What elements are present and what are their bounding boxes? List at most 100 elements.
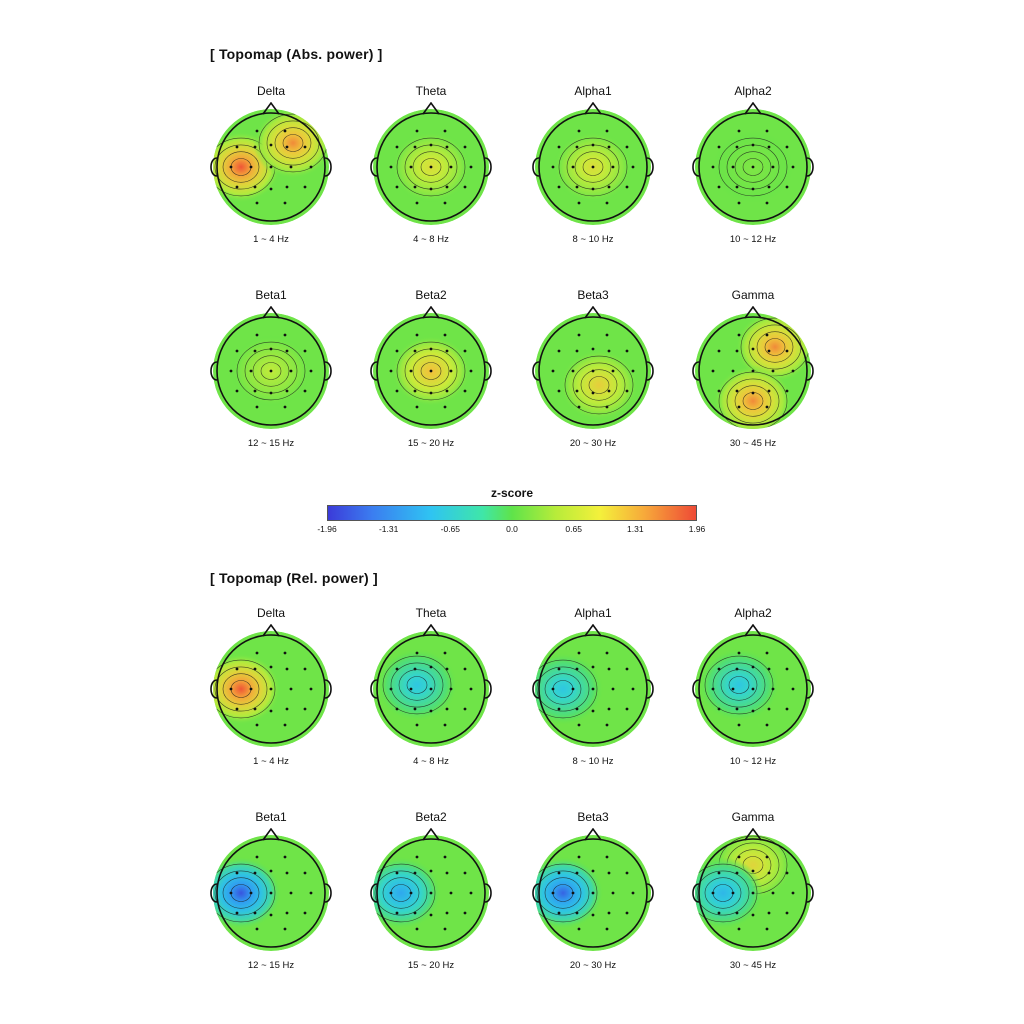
right-ear-outline bbox=[484, 361, 492, 381]
colorbar-tick-label: 0.0 bbox=[506, 524, 518, 534]
electrode-dot bbox=[283, 405, 287, 409]
electrode-dot bbox=[605, 405, 609, 409]
electrode-dot bbox=[429, 869, 433, 873]
abs-power-section-title: [ Topomap (Abs. power) ] bbox=[210, 46, 383, 62]
power-blob bbox=[699, 649, 779, 721]
electrode-dot bbox=[751, 709, 755, 713]
contour-line bbox=[222, 877, 260, 909]
electrode-dot bbox=[551, 369, 555, 373]
band-label: Delta bbox=[256, 606, 285, 620]
electrode-dot bbox=[269, 187, 273, 191]
electrode-dot bbox=[235, 871, 239, 875]
electrode-dot bbox=[445, 185, 449, 189]
electrode-dot bbox=[389, 687, 393, 691]
electrode-dot bbox=[285, 349, 289, 353]
right-ear-outline bbox=[324, 361, 332, 381]
electrode-dot bbox=[591, 891, 595, 895]
topomap-theta: Theta 4 ~ 8 Hz bbox=[368, 606, 494, 776]
electrode-dot bbox=[625, 871, 629, 875]
electrode-dot bbox=[309, 165, 313, 169]
electrode-dot bbox=[409, 165, 413, 169]
contour-line bbox=[236, 341, 306, 401]
electrode-dot bbox=[255, 201, 259, 205]
contour-line bbox=[390, 662, 444, 708]
electrode-dot bbox=[717, 911, 721, 915]
contour-line bbox=[544, 877, 582, 909]
topomap-beta1: Beta1 12 ~ 15 Hz bbox=[208, 288, 334, 458]
contour-line bbox=[704, 877, 742, 909]
electrode-dot bbox=[571, 369, 575, 373]
electrode-dot bbox=[607, 185, 611, 189]
left-ear-outline bbox=[210, 157, 218, 177]
electrode-dot bbox=[571, 687, 575, 691]
electrode-dot bbox=[791, 891, 795, 895]
nose-outline bbox=[422, 102, 440, 115]
right-ear-outline bbox=[646, 157, 654, 177]
electrode-dot bbox=[577, 651, 581, 655]
electrode-dot bbox=[767, 349, 771, 353]
electrode-dot bbox=[429, 709, 433, 713]
electrode-dot bbox=[283, 333, 287, 337]
electrode-dot bbox=[591, 869, 595, 873]
nose-outline bbox=[584, 306, 602, 319]
electrode-dot bbox=[395, 185, 399, 189]
electrode-dot bbox=[285, 185, 289, 189]
electrode-dot bbox=[611, 369, 615, 373]
electrode-dot bbox=[283, 129, 287, 133]
electrode-dot bbox=[625, 911, 629, 915]
electrode-dot bbox=[235, 145, 239, 149]
electrode-dot bbox=[463, 349, 467, 353]
electrode-dot bbox=[611, 687, 615, 691]
electrode-dot bbox=[577, 855, 581, 859]
left-ear-outline bbox=[532, 361, 540, 381]
right-ear-outline bbox=[806, 361, 814, 381]
frequency-range-label: 8 ~ 10 Hz bbox=[572, 234, 614, 245]
electrode-dot bbox=[285, 667, 289, 671]
contour-line bbox=[696, 870, 750, 916]
electrode-dot bbox=[413, 145, 417, 149]
contour-line bbox=[588, 376, 610, 394]
band-label: Beta3 bbox=[577, 810, 609, 824]
electrode-dot bbox=[785, 145, 789, 149]
electrode-dot bbox=[409, 687, 413, 691]
electrode-dot bbox=[735, 349, 739, 353]
electrode-dot bbox=[751, 869, 755, 873]
band-label: Beta2 bbox=[415, 810, 447, 824]
contour-line bbox=[756, 331, 794, 363]
electrode-dot bbox=[283, 201, 287, 205]
electrode-dot bbox=[235, 667, 239, 671]
topomap-gamma: Gamma 30 ~ 45 Hz bbox=[690, 810, 816, 980]
electrode-dot bbox=[415, 651, 419, 655]
head-outline bbox=[698, 112, 808, 222]
band-label: Beta1 bbox=[255, 288, 287, 302]
electrode-dot bbox=[611, 891, 615, 895]
band-label: Theta bbox=[415, 84, 447, 98]
head-outline bbox=[698, 838, 808, 948]
electrode-dot bbox=[429, 687, 433, 691]
electrode-dot bbox=[791, 369, 795, 373]
topomap-alpha1: Alpha1 8 ~ 10 Hz bbox=[530, 84, 656, 254]
band-label: Beta3 bbox=[577, 288, 609, 302]
electrode-dot bbox=[463, 389, 467, 393]
electrode-dot bbox=[605, 723, 609, 727]
electrode-dot bbox=[269, 143, 273, 147]
head-topomap bbox=[370, 306, 492, 429]
electrode-dot bbox=[283, 855, 287, 859]
right-ear-outline bbox=[484, 679, 492, 699]
electrode-dot bbox=[303, 911, 307, 915]
electrode-dot bbox=[249, 165, 253, 169]
right-ear-outline bbox=[806, 679, 814, 699]
electrode-dot bbox=[235, 389, 239, 393]
electrode-dot bbox=[285, 911, 289, 915]
electrode-dot bbox=[737, 405, 741, 409]
electrode-dot bbox=[269, 665, 273, 669]
contour-line bbox=[695, 863, 758, 923]
head-topomap bbox=[532, 306, 654, 429]
electrode-dot bbox=[717, 871, 721, 875]
left-ear-outline bbox=[532, 157, 540, 177]
electrode-dot bbox=[283, 651, 287, 655]
electrode-dot bbox=[253, 185, 257, 189]
frequency-range-label: 30 ~ 45 Hz bbox=[729, 960, 777, 971]
electrode-dot bbox=[429, 165, 433, 169]
electrode-dot bbox=[255, 927, 259, 931]
